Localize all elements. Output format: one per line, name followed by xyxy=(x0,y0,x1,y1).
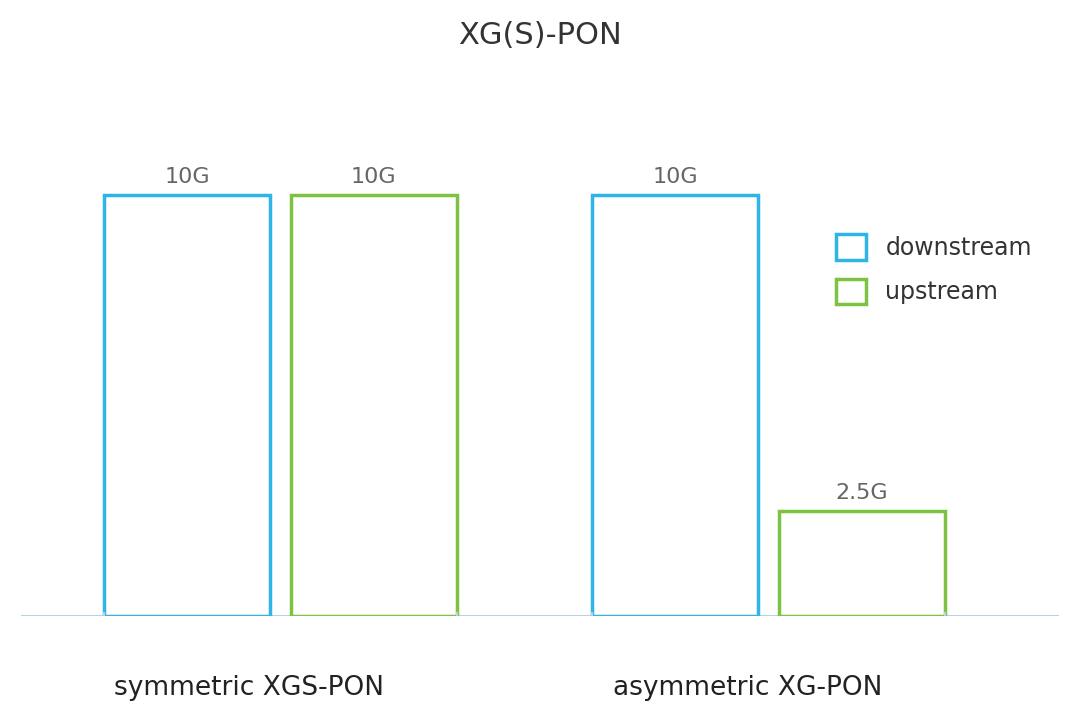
Bar xyxy=(592,195,758,616)
Text: 2.5G: 2.5G xyxy=(836,482,888,502)
Text: asymmetric XG-PON: asymmetric XG-PON xyxy=(613,675,882,701)
Bar xyxy=(104,195,270,616)
Legend: downstream, upstream: downstream, upstream xyxy=(836,234,1031,304)
Text: 10G: 10G xyxy=(164,167,210,187)
Bar xyxy=(291,195,457,616)
Text: 10G: 10G xyxy=(652,167,698,187)
Title: XG(S)-PON: XG(S)-PON xyxy=(458,21,622,50)
Text: symmetric XGS-PON: symmetric XGS-PON xyxy=(114,675,384,701)
Text: 10G: 10G xyxy=(351,167,396,187)
Bar xyxy=(779,511,945,616)
